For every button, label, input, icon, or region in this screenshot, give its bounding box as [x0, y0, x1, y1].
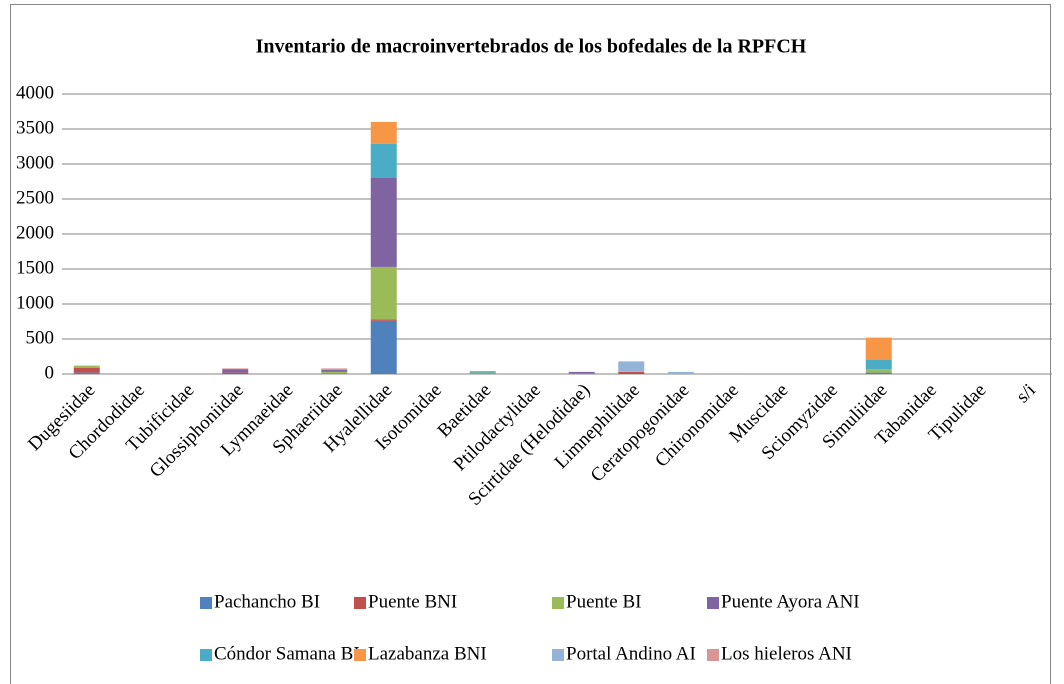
bar-segment: [618, 361, 645, 372]
bar-segment: [568, 373, 595, 374]
y-tick-label: 3500: [16, 117, 54, 138]
bar-segment: [222, 368, 249, 370]
bar-segment: [865, 360, 892, 370]
legend-label: Cóndor Samana BI: [214, 643, 360, 664]
bar-segment: [222, 369, 249, 373]
bar-segment: [321, 371, 348, 374]
bar-segment: [667, 371, 694, 374]
legend-label: Puente BNI: [368, 591, 457, 612]
bar-segment: [865, 369, 892, 373]
bar-segment: [73, 365, 100, 368]
legend-label: Los hieleros ANI: [721, 643, 852, 664]
legend-label: Puente Ayora ANI: [721, 591, 860, 612]
legend-swatch: [200, 597, 212, 609]
bar-segment: [370, 319, 397, 321]
legend-swatch: [200, 649, 212, 661]
bar-segment: [321, 373, 348, 374]
bar-segment: [222, 372, 249, 374]
bar-segment: [370, 122, 397, 144]
legend-swatch: [707, 649, 719, 661]
legend-label: Puente BI: [566, 591, 641, 612]
y-tick-label: 2500: [16, 187, 54, 208]
bar-segment: [370, 178, 397, 267]
y-tick-label: 500: [26, 327, 55, 348]
bar-segment: [865, 372, 892, 374]
legend-swatch: [354, 597, 366, 609]
y-tick-label: 4000: [16, 82, 54, 103]
legend-label: Pachancho BI: [214, 591, 320, 612]
bar-segment: [469, 372, 496, 374]
bar-segment: [370, 266, 397, 320]
legend-swatch: [354, 649, 366, 661]
bar-segment: [568, 371, 595, 374]
legend-swatch: [552, 597, 564, 609]
bar-segment: [321, 369, 348, 372]
legend-label: Lazabanza BNI: [368, 643, 487, 664]
bar-segment: [370, 320, 397, 374]
y-tick-label: 3000: [16, 152, 54, 173]
bar-segment: [73, 372, 100, 374]
bar-segment: [865, 337, 892, 360]
y-tick-label: 0: [45, 362, 55, 383]
chart-frame: [10, 4, 1051, 684]
bar-segment: [469, 371, 496, 373]
bar-segment: [370, 143, 397, 178]
bar-segment: [469, 373, 496, 374]
bar-segment: [618, 371, 645, 372]
bar-segment: [321, 368, 348, 370]
chart-title: Inventario de macroinvertebrados de los …: [256, 36, 807, 58]
bar-segment: [73, 367, 100, 373]
legend-swatch: [552, 649, 564, 661]
legend-label: Portal Andino AI: [566, 643, 696, 664]
y-tick-label: 1500: [16, 257, 54, 278]
legend-swatch: [707, 597, 719, 609]
y-tick-label: 1000: [16, 292, 54, 313]
y-tick-label: 2000: [16, 222, 54, 243]
bar-segment: [618, 371, 645, 374]
